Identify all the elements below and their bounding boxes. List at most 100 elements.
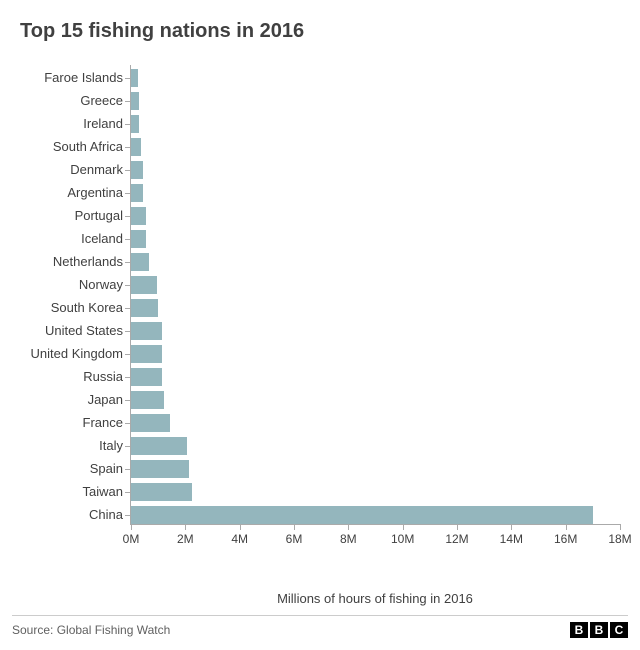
plot-region: Faroe IslandsGreeceIrelandSouth AfricaDe… — [130, 65, 620, 525]
y-tick — [125, 308, 131, 309]
source-text: Source: Global Fishing Watch — [12, 623, 170, 637]
x-axis-label: Millions of hours of fishing in 2016 — [277, 591, 473, 606]
y-category-label: United States — [13, 322, 123, 340]
bar — [131, 506, 593, 524]
bar — [131, 138, 141, 156]
x-tick — [131, 524, 132, 530]
bar-row: United Kingdom — [131, 345, 620, 363]
bar-row: Taiwan — [131, 483, 620, 501]
y-category-label: Denmark — [13, 161, 123, 179]
y-tick — [125, 354, 131, 355]
y-tick — [125, 469, 131, 470]
x-tick-label: 2M — [177, 532, 194, 546]
bar — [131, 391, 164, 409]
bar — [131, 414, 170, 432]
y-tick — [125, 285, 131, 286]
y-tick — [125, 423, 131, 424]
bar — [131, 207, 146, 225]
y-category-label: Argentina — [13, 184, 123, 202]
bar — [131, 230, 146, 248]
x-tick — [348, 524, 349, 530]
bar-row: Portugal — [131, 207, 620, 225]
y-category-label: South Africa — [13, 138, 123, 156]
bar-row: Italy — [131, 437, 620, 455]
x-tick — [403, 524, 404, 530]
x-tick — [240, 524, 241, 530]
y-tick — [125, 147, 131, 148]
y-category-label: Taiwan — [13, 483, 123, 501]
bar-row: Spain — [131, 460, 620, 478]
bar-row: Netherlands — [131, 253, 620, 271]
x-tick — [620, 524, 621, 530]
y-category-label: Portugal — [13, 207, 123, 225]
y-category-label: Spain — [13, 460, 123, 478]
bar — [131, 92, 139, 110]
y-tick — [125, 331, 131, 332]
y-tick — [125, 492, 131, 493]
y-category-label: Iceland — [13, 230, 123, 248]
y-category-label: Greece — [13, 92, 123, 110]
y-category-label: Faroe Islands — [13, 69, 123, 87]
y-tick — [125, 216, 131, 217]
x-tick-label: 8M — [340, 532, 357, 546]
x-tick-label: 4M — [231, 532, 248, 546]
chart-area: Faroe IslandsGreeceIrelandSouth AfricaDe… — [130, 65, 620, 565]
y-tick — [125, 515, 131, 516]
chart-title: Top 15 fishing nations in 2016 — [20, 20, 620, 43]
bar — [131, 253, 149, 271]
x-tick — [566, 524, 567, 530]
bar — [131, 69, 138, 87]
bar — [131, 483, 192, 501]
bar — [131, 184, 143, 202]
y-category-label: Russia — [13, 368, 123, 386]
y-category-label: Italy — [13, 437, 123, 455]
bar — [131, 437, 187, 455]
x-tick — [511, 524, 512, 530]
y-tick — [125, 170, 131, 171]
y-category-label: China — [13, 506, 123, 524]
x-tick-label: 14M — [500, 532, 523, 546]
bar — [131, 460, 189, 478]
bar-row: Norway — [131, 276, 620, 294]
y-tick — [125, 193, 131, 194]
x-tick-label: 0M — [123, 532, 140, 546]
bar-row: South Korea — [131, 299, 620, 317]
y-tick — [125, 377, 131, 378]
bar-row: Japan — [131, 391, 620, 409]
bar-row: South Africa — [131, 138, 620, 156]
bar — [131, 345, 162, 363]
y-category-label: United Kingdom — [13, 345, 123, 363]
y-category-label: Ireland — [13, 115, 123, 133]
y-tick — [125, 400, 131, 401]
bar — [131, 368, 162, 386]
bar-row: Greece — [131, 92, 620, 110]
y-tick — [125, 101, 131, 102]
bar — [131, 161, 143, 179]
bar-row: Faroe Islands — [131, 69, 620, 87]
bar — [131, 299, 158, 317]
y-category-label: South Korea — [13, 299, 123, 317]
y-tick — [125, 262, 131, 263]
bbc-logo-letter: B — [590, 622, 608, 638]
x-tick-label: 18M — [608, 532, 631, 546]
bar — [131, 276, 157, 294]
bar-row: China — [131, 506, 620, 524]
x-tick — [294, 524, 295, 530]
bar-row: Russia — [131, 368, 620, 386]
bar-row: France — [131, 414, 620, 432]
bbc-logo-letter: B — [570, 622, 588, 638]
footer: Source: Global Fishing Watch BBC — [12, 615, 628, 638]
y-tick — [125, 239, 131, 240]
x-tick — [185, 524, 186, 530]
x-tick-label: 6M — [286, 532, 303, 546]
bar-row: Argentina — [131, 184, 620, 202]
y-category-label: Japan — [13, 391, 123, 409]
x-tick-label: 10M — [391, 532, 414, 546]
bar-row: United States — [131, 322, 620, 340]
y-category-label: France — [13, 414, 123, 432]
bbc-logo: BBC — [570, 622, 628, 638]
bbc-logo-letter: C — [610, 622, 628, 638]
bar — [131, 115, 139, 133]
y-tick — [125, 78, 131, 79]
x-tick — [457, 524, 458, 530]
